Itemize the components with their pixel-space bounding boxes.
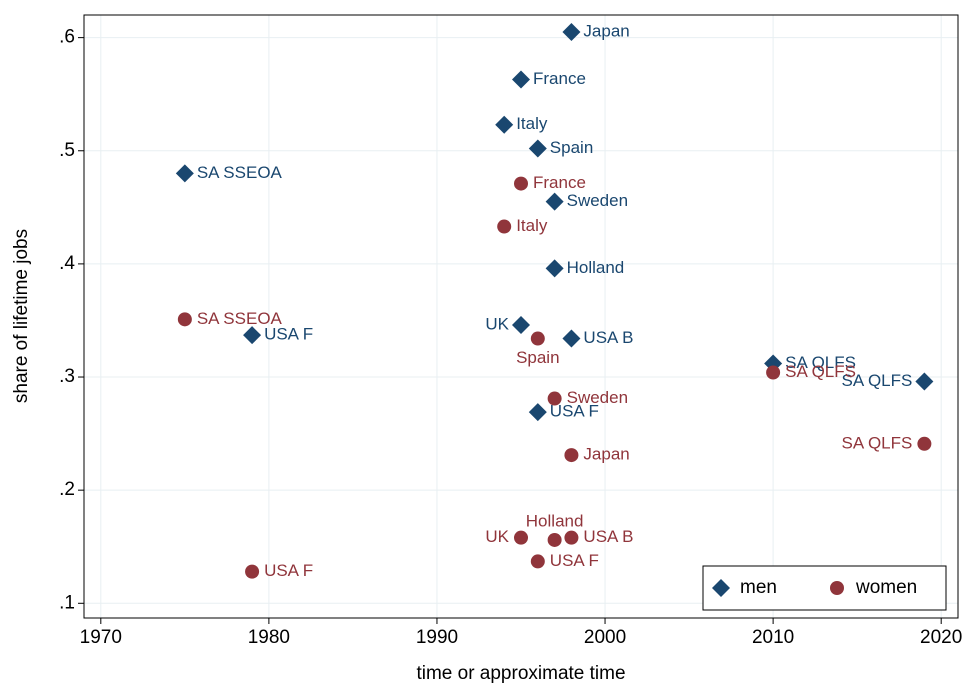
point-label: Holland xyxy=(526,511,584,530)
point xyxy=(766,365,781,380)
point xyxy=(917,436,932,451)
y-tick-label: .3 xyxy=(59,366,75,387)
point-label: UK xyxy=(485,527,509,546)
point-label: SA SSEOA xyxy=(197,163,283,182)
legend-label: men xyxy=(740,577,777,598)
point-label: SA QLFS xyxy=(842,371,913,390)
point-label: Japan xyxy=(583,445,629,464)
point xyxy=(564,448,579,463)
point-label: Italy xyxy=(516,114,548,133)
y-tick-label: .5 xyxy=(59,140,75,161)
point xyxy=(530,554,545,569)
point-label: USA B xyxy=(583,328,633,347)
y-tick-label: .6 xyxy=(59,27,75,48)
point-label: Holland xyxy=(567,258,625,277)
plot-frame xyxy=(83,14,959,619)
point xyxy=(528,403,547,422)
point-label: USA F xyxy=(264,561,313,580)
point-label: USA F xyxy=(264,325,313,344)
x-tick-label: 1970 xyxy=(80,627,122,648)
point-label: Sweden xyxy=(567,388,628,407)
x-tick-label: 1990 xyxy=(416,627,458,648)
point xyxy=(514,530,528,545)
legend-marker xyxy=(712,579,730,597)
point-label: USA F xyxy=(550,402,599,421)
point xyxy=(562,22,581,41)
x-tick-label: 1980 xyxy=(248,627,290,648)
legend-box xyxy=(702,565,947,611)
point-label: USA F xyxy=(550,551,599,570)
point xyxy=(545,192,564,211)
point xyxy=(497,219,512,234)
y-axis-title: share of lifetime jobs xyxy=(11,229,32,403)
point-label: SA QLFS xyxy=(785,353,856,372)
point-label: Italy xyxy=(516,216,548,235)
point xyxy=(547,391,562,406)
point xyxy=(177,312,192,327)
point-label: SA QLFS xyxy=(785,362,856,381)
point xyxy=(562,329,581,348)
point-label: France xyxy=(533,173,586,192)
point xyxy=(514,176,528,191)
point xyxy=(564,530,579,545)
legend-marker xyxy=(830,581,844,595)
point-label: Japan xyxy=(583,21,629,40)
x-tick-label: 2000 xyxy=(584,627,626,648)
point xyxy=(528,139,547,158)
point xyxy=(530,331,545,346)
point-label: Sweden xyxy=(567,191,628,210)
point xyxy=(547,532,562,547)
y-tick-label: .4 xyxy=(59,253,75,274)
point-label: SA QLFS xyxy=(842,433,913,452)
x-tick-label: 2020 xyxy=(920,627,962,648)
point-label: USA B xyxy=(583,527,633,546)
point-label: UK xyxy=(485,314,509,333)
y-tick-label: .1 xyxy=(59,592,75,613)
point xyxy=(243,326,262,345)
point xyxy=(512,315,530,334)
point-label: Spain xyxy=(550,138,593,157)
point xyxy=(512,70,530,89)
point-label: SA SSEOA xyxy=(197,309,283,328)
point xyxy=(245,564,260,579)
x-axis-title: time or approximate time xyxy=(416,663,625,684)
x-tick-label: 2010 xyxy=(752,627,794,648)
point-label: Spain xyxy=(516,348,559,367)
point xyxy=(915,372,934,391)
point xyxy=(545,259,564,278)
point-label: France xyxy=(533,69,586,88)
legend-label: women xyxy=(855,577,917,598)
y-tick-label: .2 xyxy=(59,479,75,500)
point xyxy=(495,115,514,134)
point xyxy=(175,164,194,183)
